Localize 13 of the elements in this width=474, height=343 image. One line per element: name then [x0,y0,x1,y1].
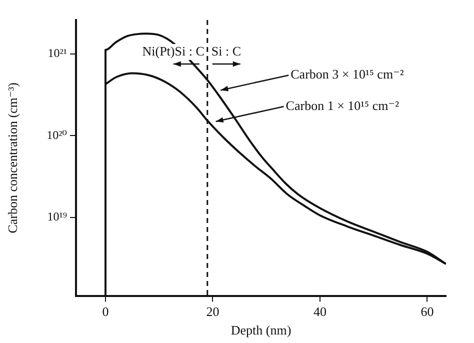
annotation: Si : C [211,43,241,58]
x-tick-label: 60 [420,304,434,320]
x-axis-title: Depth (nm) [230,322,292,338]
y-tick-label: 10¹⁹ [47,210,67,224]
y-tick-label: 10²¹ [48,46,68,60]
x-tick-label: 20 [206,304,220,320]
x-tick-label: 40 [313,304,326,320]
annotation: Carbon 3 × 10¹⁵ cm⁻² [290,66,404,82]
annotation: Ni(Pt)Si : C [142,43,204,58]
annotation: Carbon 1 × 10¹⁵ cm⁻² [286,98,400,113]
x-tick-label: 0 [102,304,109,320]
y-tick-label: 10²⁰ [46,128,68,142]
y-axis-title: Carbon concentration (cm⁻³) [5,82,20,234]
